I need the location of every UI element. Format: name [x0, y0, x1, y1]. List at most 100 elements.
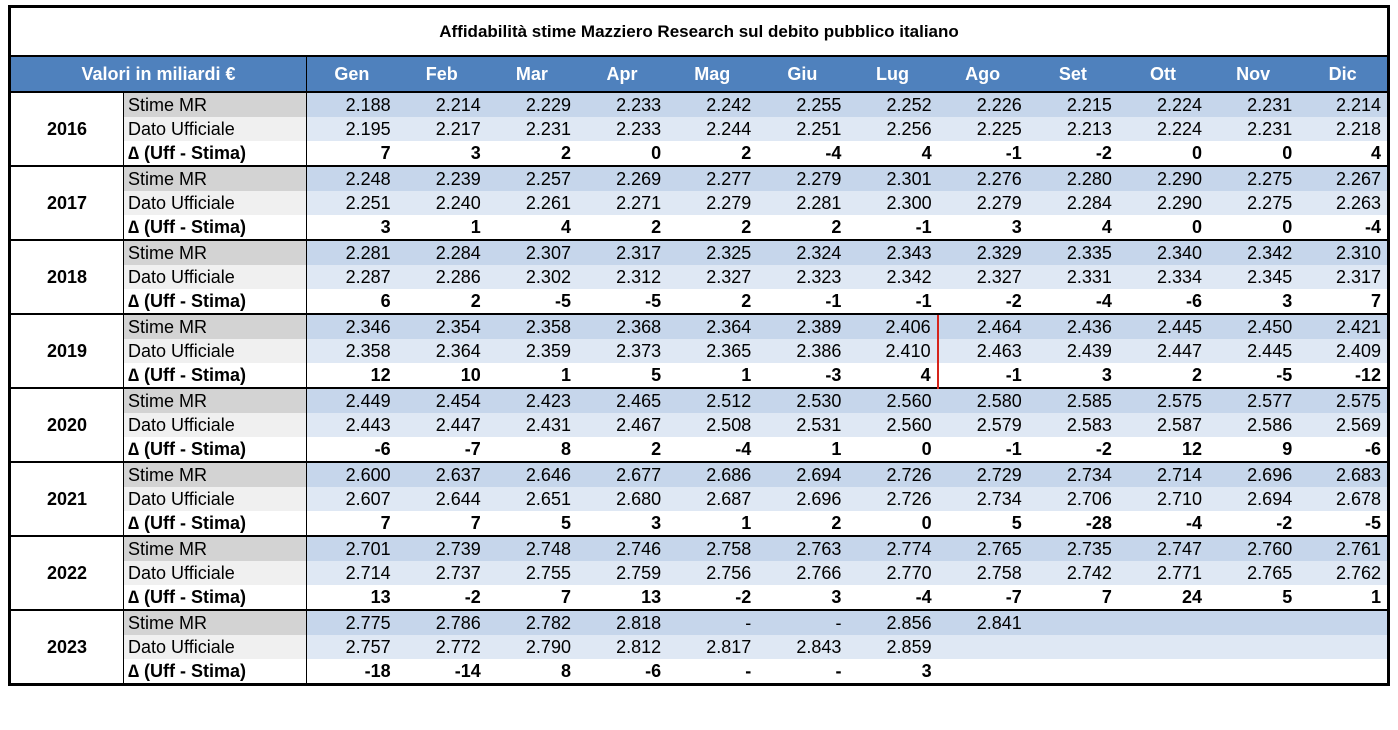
row-label: ∆ (Uff - Stima) [123, 585, 307, 610]
value-cell: 7 [306, 511, 397, 536]
value-cell: 2.772 [396, 635, 487, 659]
value-cell: 2.300 [847, 191, 938, 215]
value-cell: 2.726 [847, 461, 938, 487]
year-cell: 2017 [9, 165, 124, 240]
value-cell: -1 [937, 141, 1028, 166]
value-cell: -6 [306, 437, 397, 462]
value-cell: 2.255 [757, 91, 848, 117]
value-cell: 2.275 [1208, 191, 1299, 215]
value-cell: 2.734 [1027, 461, 1118, 487]
value-cell: 2.242 [667, 91, 758, 117]
value-cell: 12 [1117, 437, 1209, 462]
value-cell: 4 [847, 141, 938, 166]
value-cell: 2.406 [847, 313, 938, 339]
value-cell: 2.465 [576, 387, 668, 413]
data-row: ∆ (Uff - Stima) 13 -2 7 13 -2 3 -4 -7 7 24 5 1 [10, 585, 1389, 610]
value-cell: 1 [396, 215, 487, 240]
value-cell: 2.747 [1117, 535, 1209, 561]
data-row: Dato Ufficiale 2.287 2.286 2.302 2.312 2.327 2… [10, 265, 1389, 289]
value-cell: 2.761 [1298, 535, 1389, 561]
year-cell: 2023 [9, 609, 124, 685]
data-row: 2016 Stime MR 2.188 2.214 2.229 2.233 2.242 2.2… [9, 91, 1389, 166]
value-cell: 2.284 [396, 239, 487, 265]
value-cell: 2 [576, 215, 668, 240]
value-cell: 2.447 [396, 413, 487, 437]
value-cell: 2.231 [1208, 91, 1299, 117]
month-header: Apr [576, 56, 668, 93]
data-row: ∆ (Uff - Stima) 3 1 4 2 2 2 -1 3 4 0 0 -4 [10, 215, 1389, 240]
value-cell: 2.365 [667, 339, 758, 363]
value-cell: - [757, 609, 848, 635]
value-cell: -5 [576, 289, 668, 314]
value-cell: 2.818 [576, 609, 668, 635]
value-cell: 2.240 [396, 191, 487, 215]
value-cell: -2 [937, 289, 1028, 314]
value-cell: 2.575 [1117, 387, 1209, 413]
value-cell: 2.248 [306, 165, 397, 191]
value-cell: 2.694 [1208, 487, 1299, 511]
data-row: ∆ (Uff - Stima) 12 10 1 5 1 -3 4 -1 3 2 -5 -12 [10, 363, 1389, 388]
value-cell: 2.389 [757, 313, 848, 339]
value-cell: 2.560 [847, 387, 938, 413]
value-cell: -2 [396, 585, 487, 610]
value-cell: 2.680 [576, 487, 668, 511]
value-cell: 2.229 [486, 91, 577, 117]
value-cell: 1 [667, 511, 758, 536]
month-header: Set [1027, 56, 1118, 93]
value-cell: 2.358 [306, 339, 397, 363]
value-cell: 2.729 [937, 461, 1028, 487]
value-cell: 0 [1117, 141, 1209, 166]
value-cell: 2.445 [1208, 339, 1299, 363]
data-row: Dato Ufficiale 2.757 2.772 2.790 2.812 2.817 2… [10, 635, 1389, 659]
value-cell: 3 [1208, 289, 1299, 314]
value-cell: 2.812 [576, 635, 668, 659]
value-cell: 3 [847, 659, 938, 685]
value-cell: 2.323 [757, 265, 848, 289]
value-cell: 1 [757, 437, 848, 462]
value-cell: 2.364 [667, 313, 758, 339]
value-cell: -28 [1027, 511, 1118, 536]
value-cell: 2.577 [1208, 387, 1299, 413]
value-cell: 2.583 [1027, 413, 1118, 437]
value-cell: 3 [757, 585, 848, 610]
value-cell: 2.765 [937, 535, 1028, 561]
value-cell: 2.579 [937, 413, 1028, 437]
row-label: ∆ (Uff - Stima) [123, 437, 307, 462]
value-cell: 2.585 [1027, 387, 1118, 413]
title-row: Affidabilità stime Mazziero Research sul… [9, 6, 1389, 57]
data-row: Dato Ufficiale 2.443 2.447 2.431 2.467 2.508 2… [10, 413, 1389, 437]
value-cell: 2.696 [1208, 461, 1299, 487]
value-cell: 2.218 [1298, 117, 1389, 141]
month-header: Ott [1117, 56, 1209, 93]
value-cell: 2.762 [1298, 561, 1389, 585]
empty-cell [937, 659, 1028, 685]
value-cell: 2.607 [306, 487, 397, 511]
value-cell: 1 [486, 363, 577, 388]
month-header: Dic [1298, 56, 1389, 93]
value-cell: 2.706 [1027, 487, 1118, 511]
value-cell: 2.279 [667, 191, 758, 215]
value-cell: 2.214 [396, 91, 487, 117]
row-label: Stime MR [123, 165, 307, 191]
value-cell: 2.454 [396, 387, 487, 413]
debt-table: Affidabilità stime Mazziero Research sul… [8, 5, 1390, 686]
value-cell: 2.686 [667, 461, 758, 487]
value-cell: 13 [306, 585, 397, 610]
value-cell: 6 [306, 289, 397, 314]
value-cell: 2.280 [1027, 165, 1118, 191]
year-cell: 2022 [9, 535, 124, 610]
data-row: 2022 Stime MR 2.701 2.739 2.748 2.746 2.758 2.7… [9, 535, 1389, 610]
value-cell: 2.436 [1027, 313, 1118, 339]
value-cell: 2.225 [937, 117, 1028, 141]
data-row: Dato Ufficiale 2.714 2.737 2.755 2.759 2.756 2… [10, 561, 1389, 585]
value-cell: 2.213 [1027, 117, 1118, 141]
data-row: 2017 Stime MR 2.248 2.239 2.257 2.269 2.277 2.2… [9, 165, 1389, 240]
value-cell: -12 [1298, 363, 1389, 388]
header-row: Valori in miliardi € Gen Feb Mar Apr Mag Giu Lu… [9, 56, 1389, 93]
value-cell: 2.646 [486, 461, 577, 487]
value-cell: 2.651 [486, 487, 577, 511]
value-cell: 3 [937, 215, 1028, 240]
value-cell: 2.386 [757, 339, 848, 363]
empty-cell [1027, 609, 1118, 635]
empty-cell [1117, 609, 1209, 635]
